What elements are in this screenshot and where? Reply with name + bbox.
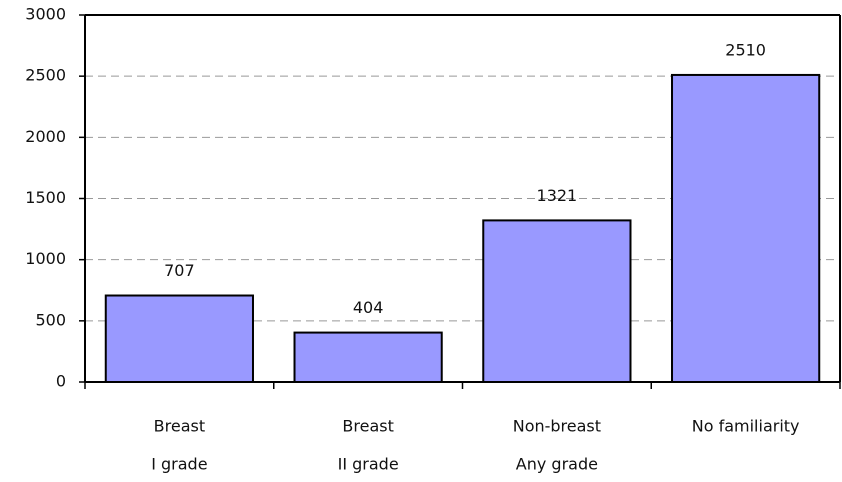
x-tick-label: No familiarity bbox=[692, 417, 800, 436]
y-tick-label: 2500 bbox=[25, 66, 66, 85]
value-label: 707 bbox=[164, 261, 195, 280]
x-tick-label: Any grade bbox=[516, 455, 598, 474]
value-label: 404 bbox=[353, 298, 384, 317]
y-tick-label: 1500 bbox=[25, 188, 66, 207]
x-tick-label: Breast bbox=[342, 417, 393, 436]
bar bbox=[482, 219, 632, 383]
y-tick-label: 1000 bbox=[25, 249, 66, 268]
y-tick-label: 3000 bbox=[25, 5, 66, 24]
value-label: 1321 bbox=[537, 186, 578, 205]
y-tick-label: 500 bbox=[35, 310, 66, 329]
x-tick-label: I grade bbox=[151, 455, 207, 474]
bar bbox=[293, 331, 443, 383]
y-tick-label: 2000 bbox=[25, 127, 66, 146]
value-label: 2510 bbox=[725, 40, 766, 59]
x-tick-label: Non-breast bbox=[513, 417, 601, 436]
bar bbox=[104, 294, 254, 384]
x-tick-label: II grade bbox=[338, 455, 399, 474]
bar bbox=[671, 73, 821, 384]
x-tick-label: Breast bbox=[154, 417, 205, 436]
y-tick-label: 0 bbox=[56, 372, 66, 391]
